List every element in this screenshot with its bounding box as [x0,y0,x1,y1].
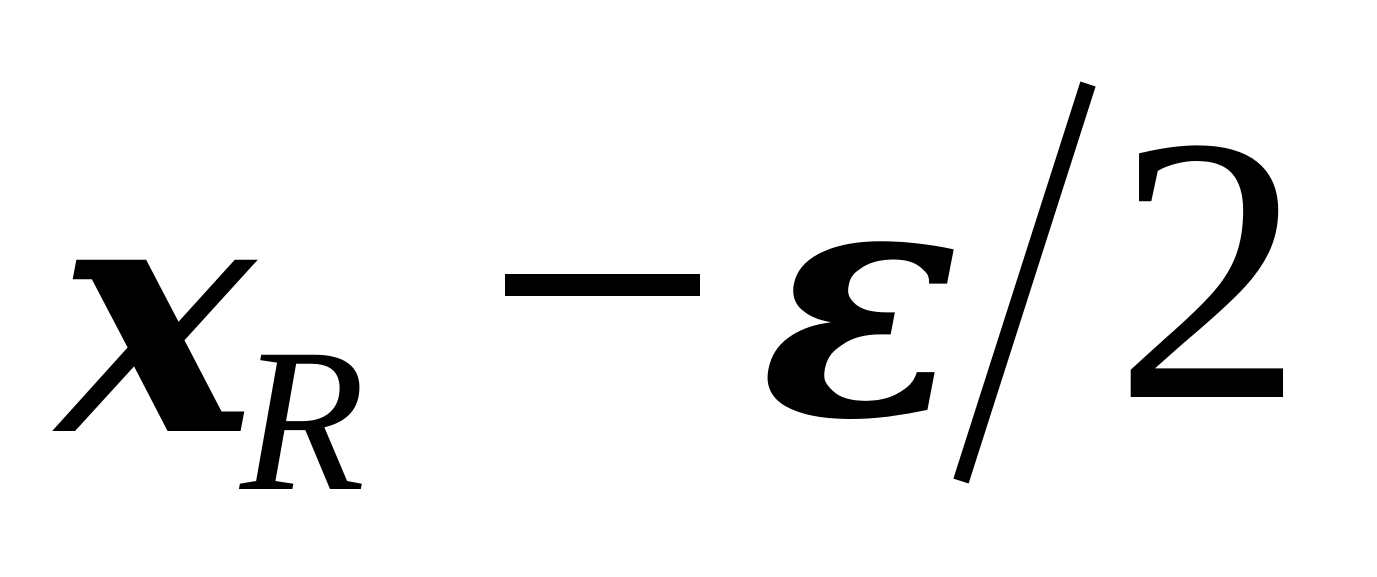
formula-subscript: R [240,307,366,534]
formula-variable: x [58,121,255,509]
formula-epsilon: ε [760,105,961,493]
formula-denominator: 2 [1114,59,1304,480]
minus-sign [505,274,700,296]
